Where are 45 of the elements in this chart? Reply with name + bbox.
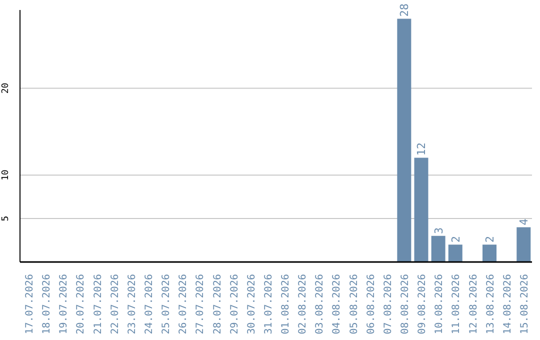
x-tick-label: 18.07.2026 [42,274,53,334]
x-tick-label: 28.07.2026 [212,274,224,334]
x-tick-label: 03.08.2026 [314,274,326,334]
x-tick-label: 26.07.2026 [178,274,190,334]
bar [431,236,446,262]
y-tick-label: 5 [1,216,11,222]
x-tick-label: 04.08.2026 [332,274,343,334]
x-tick-label: 09.08.2026 [417,274,428,334]
x-tick-label: 11.08.2026 [451,274,462,334]
x-tick-label: 30.07.2026 [246,274,258,334]
x-tick-label: 29.07.2026 [229,274,240,334]
x-tick-label: 21.07.2026 [92,274,104,334]
y-tick-label: 10 [1,170,11,181]
x-tick-label: 22.07.2026 [110,274,121,334]
x-tick-label: 17.07.2026 [24,274,36,334]
x-tick-label: 15.08.2026 [519,274,530,334]
x-tick-label: 25.07.2026 [161,274,172,334]
x-tick-label: 08.08.2026 [400,274,411,334]
x-tick-label: 07.08.2026 [382,274,394,334]
bar [414,158,428,262]
data-label: 28 [398,3,412,17]
x-tick-label: 01.08.2026 [280,274,292,334]
x-tick-label: 02.08.2026 [298,274,309,334]
data-label: 3 [432,227,446,234]
data-label: 12 [415,142,428,156]
x-tick-label: 23.07.2026 [126,274,138,334]
x-tick-label: 12.08.2026 [468,274,480,334]
x-tick-label: 19.07.2026 [58,274,70,334]
bar [397,18,412,262]
bar [516,227,531,262]
x-tick-label: 05.08.2026 [348,274,360,334]
x-tick-label: 31.07.2026 [263,274,274,334]
data-label: 2 [484,236,497,243]
data-label: 2 [449,236,462,243]
x-tick-label: 14.08.2026 [502,274,514,334]
data-label: 4 [518,218,531,226]
bar [448,244,462,262]
x-tick-label: 27.07.2026 [195,274,206,334]
x-tick-label: 20.07.2026 [76,274,87,334]
x-tick-label: 06.08.2026 [366,274,377,334]
x-tick-label: 24.07.2026 [144,274,155,334]
x-tick-label: 10.08.2026 [434,274,446,334]
bar [482,244,497,262]
y-tick-label: 20 [1,82,11,94]
x-tick-label: 13.08.2026 [485,274,496,334]
